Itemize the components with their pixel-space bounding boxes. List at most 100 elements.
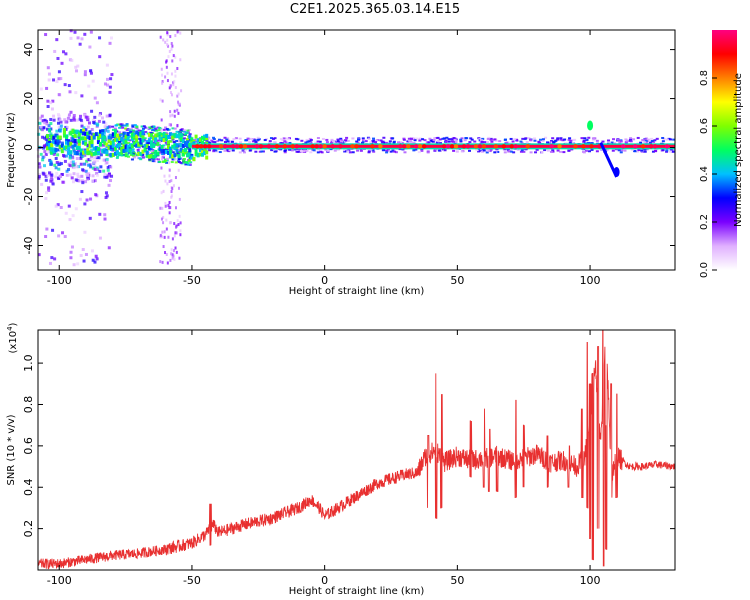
heatmap-cell bbox=[303, 149, 307, 152]
heatmap-cell bbox=[177, 111, 180, 115]
heatmap-cell bbox=[152, 154, 156, 159]
heatmap-cell bbox=[143, 137, 147, 140]
heatmap-cell bbox=[161, 206, 164, 210]
heatmap-cell bbox=[84, 180, 88, 184]
heatmap-cell bbox=[178, 151, 182, 154]
heatmap-cell bbox=[108, 133, 112, 137]
heatmap-cell bbox=[481, 150, 485, 153]
heatmap-cell bbox=[67, 139, 71, 144]
figure-title: C2E1.2025.365.03.14.E15 bbox=[289, 2, 461, 17]
heatmap-cell bbox=[316, 151, 320, 154]
heatmap-cell bbox=[203, 136, 207, 141]
heatmap-cell bbox=[170, 93, 173, 97]
heatmap-cell bbox=[80, 174, 84, 178]
ridge-dot bbox=[254, 144, 260, 149]
heatmap-cell bbox=[106, 129, 110, 133]
heatmap-cell bbox=[161, 80, 164, 84]
ridge-dot bbox=[557, 144, 562, 149]
heatmap-cell bbox=[74, 207, 78, 211]
heatmap-cell bbox=[671, 150, 675, 153]
ridge-dot bbox=[322, 144, 327, 149]
heatmap-cell bbox=[166, 38, 169, 42]
heatmap-cell bbox=[179, 137, 183, 142]
heatmap-cell bbox=[76, 175, 80, 179]
heatmap-cell bbox=[78, 197, 82, 201]
heatmap-cell bbox=[90, 140, 94, 145]
heatmap-cell bbox=[62, 149, 66, 153]
heatmap-cell bbox=[105, 150, 109, 155]
heatmap-cell bbox=[582, 140, 586, 143]
heatmap-cell bbox=[131, 153, 135, 156]
heatmap-cell bbox=[166, 182, 169, 186]
heatmap-cell bbox=[296, 150, 300, 153]
heatmap-cell bbox=[68, 90, 72, 94]
heatmap-cell bbox=[339, 137, 343, 140]
heatmap-cell bbox=[355, 140, 359, 143]
heatmap-cell bbox=[69, 131, 73, 136]
line-y-label: SNR (10 * v/v) bbox=[6, 414, 17, 485]
heatmap-cell bbox=[161, 230, 164, 234]
heatmap-cell bbox=[450, 138, 454, 141]
heatmap-cell bbox=[60, 143, 64, 148]
heatmap-cell bbox=[300, 139, 304, 142]
heatmap-frame bbox=[37, 29, 676, 271]
heatmap-cell bbox=[40, 182, 44, 186]
heatmap-cell bbox=[225, 138, 229, 141]
heatmap-cell bbox=[39, 125, 43, 129]
heatmap-cell bbox=[129, 135, 133, 138]
heatmap-cell bbox=[599, 148, 603, 151]
heatmap-cell bbox=[50, 150, 54, 155]
ridge-dot bbox=[640, 144, 646, 149]
heatmap-cell bbox=[49, 132, 53, 136]
heatmap-cell bbox=[617, 139, 621, 142]
heatmap-cell bbox=[299, 149, 303, 152]
heatmap-cell bbox=[181, 152, 185, 157]
heatmap-cell bbox=[84, 169, 88, 173]
heatmap-cell bbox=[50, 256, 54, 260]
heatmap-cell bbox=[402, 137, 406, 140]
heatmap-cell bbox=[96, 135, 100, 140]
heatmap-cell bbox=[55, 80, 59, 84]
heatmap-cell bbox=[48, 128, 52, 133]
heatmap-cell bbox=[519, 150, 523, 153]
heatmap-cell bbox=[45, 127, 49, 131]
heatmap-cell bbox=[49, 101, 53, 105]
heatmap-cell bbox=[80, 120, 84, 124]
heatmap-cell bbox=[92, 151, 96, 156]
heatmap-cell bbox=[368, 141, 372, 144]
ridge-dot bbox=[493, 144, 499, 149]
heatmap-cell bbox=[147, 154, 151, 159]
heatmap-cell bbox=[488, 150, 492, 153]
colorbar-label: Normalized spectral amplitude bbox=[733, 73, 744, 227]
heatmap-cell bbox=[274, 150, 278, 153]
heatmap-cell bbox=[298, 150, 302, 153]
heatmap-cell bbox=[151, 129, 155, 132]
heatmap-cell bbox=[99, 153, 103, 157]
heatmap-cell bbox=[470, 138, 474, 141]
heatmap-cell bbox=[413, 139, 417, 142]
heatmap-cell bbox=[45, 141, 49, 146]
heatmap-cell bbox=[113, 132, 117, 137]
heatmap-cell bbox=[124, 134, 128, 139]
heatmap-cell bbox=[106, 168, 110, 172]
heatmap-cell bbox=[382, 136, 386, 139]
heatmap-cell bbox=[92, 146, 96, 151]
heatmap-cell bbox=[385, 149, 389, 152]
heatmap-cell bbox=[50, 176, 54, 180]
heatmap-cell bbox=[39, 152, 43, 156]
heatmap-cell bbox=[124, 127, 128, 130]
heatmap-cell bbox=[319, 150, 323, 153]
heatmap-cell bbox=[468, 149, 472, 152]
heatmap-cell bbox=[60, 149, 64, 154]
heatmap-cell bbox=[158, 131, 162, 136]
heatmap-cell bbox=[116, 144, 120, 149]
heatmap-cell bbox=[108, 85, 112, 89]
heatmap-cell bbox=[62, 133, 66, 138]
heatmap-cell bbox=[506, 148, 510, 151]
heatmap-cell bbox=[241, 149, 245, 152]
heatmap-cell bbox=[38, 173, 42, 177]
heatmap-cell bbox=[92, 121, 96, 125]
heatmap-cell bbox=[346, 150, 350, 153]
heatmap-cell bbox=[95, 166, 99, 170]
heatmap-cell bbox=[70, 245, 74, 249]
